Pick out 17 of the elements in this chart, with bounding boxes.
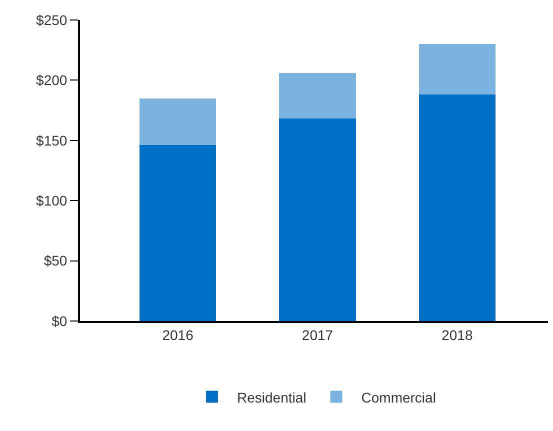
y-tick-label: $100: [36, 192, 68, 208]
legend-label: Commercial: [361, 389, 436, 406]
bar: [139, 145, 216, 321]
legend-label: Residential: [237, 389, 306, 406]
bar: [279, 72, 356, 119]
bar: [418, 44, 496, 95]
y-tick-label: $200: [36, 72, 68, 88]
y-tick-label: $50: [44, 252, 68, 269]
bar: [139, 98, 216, 146]
bar: [279, 118, 356, 321]
bar: [418, 94, 496, 321]
x-tick-label: 2016: [162, 326, 194, 343]
x-tick-label: 2018: [442, 326, 473, 343]
x-tick-label: 2017: [302, 326, 334, 343]
y-tick-label: $250: [36, 12, 68, 28]
y-tick-label: $150: [36, 132, 68, 148]
y-tick-label: $0: [52, 312, 68, 329]
